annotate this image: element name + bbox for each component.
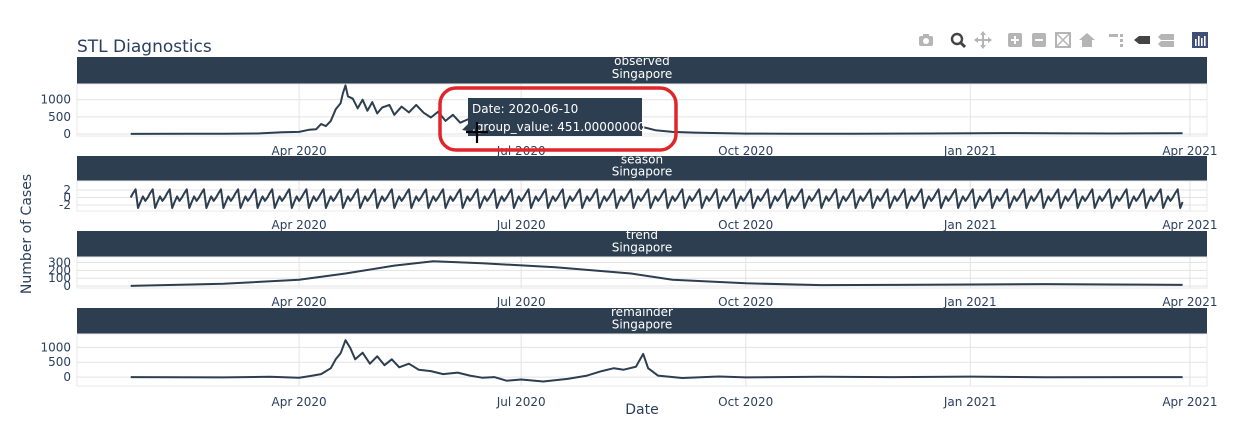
x-tick-label: Jan 2021	[943, 144, 997, 158]
zoom-icon[interactable]	[948, 30, 968, 50]
strip-label-group: Singapore	[612, 165, 673, 179]
facet-strip	[77, 231, 1207, 257]
facet-strip	[77, 308, 1207, 334]
y-tick-label: 2	[63, 183, 71, 197]
hover-date: Date: 2020-06-10	[472, 102, 578, 116]
series-line-observed[interactable]	[130, 84, 1183, 135]
y-tick-label: 0	[63, 279, 71, 293]
zoom-in-icon[interactable]	[1005, 30, 1025, 50]
x-tick-label: Apr 2021	[1162, 395, 1217, 409]
x-tick-label: Apr 2020	[272, 218, 327, 232]
y-tick-label: 500	[48, 355, 71, 369]
x-tick-label: Oct 2020	[718, 218, 773, 232]
x-tick-label: Apr 2021	[1162, 144, 1217, 158]
series-line-trend[interactable]	[130, 260, 1183, 287]
zoom-out-icon[interactable]	[1029, 30, 1049, 50]
y-tick-label: 100	[48, 271, 71, 285]
x-tick-label: Jan 2021	[943, 218, 997, 232]
hover-compare-icon[interactable]	[1156, 30, 1176, 50]
x-tick-label: Jul 2020	[496, 295, 546, 309]
x-tick-label: Jul 2020	[496, 395, 546, 409]
x-tick-label: Oct 2020	[718, 295, 773, 309]
x-tick-label: Apr 2020	[272, 395, 327, 409]
y-axis-title: Number of Cases	[19, 174, 35, 294]
hover-closest-icon[interactable]	[1132, 30, 1152, 50]
x-tick-label: Apr 2021	[1162, 295, 1217, 309]
x-tick-label: Apr 2020	[272, 144, 327, 158]
autoscale-icon[interactable]	[1053, 30, 1073, 50]
x-tick-label: Apr 2021	[1162, 218, 1217, 232]
hover-tooltip-pointer	[462, 124, 468, 131]
strip-label-group: Singapore	[612, 67, 673, 81]
strip-label-component: observed	[614, 54, 670, 68]
spike-lines-icon[interactable]	[1106, 30, 1126, 50]
y-tick-label: 0	[63, 191, 71, 205]
facet-strip	[77, 156, 1207, 181]
hover-value: .group_value: 451.00000000	[472, 120, 645, 134]
y-tick-label: 500	[48, 110, 71, 124]
series-line-remainder[interactable]	[130, 339, 1183, 383]
y-tick-label: 1000	[40, 340, 71, 354]
facet-strip	[77, 57, 1207, 84]
camera-icon[interactable]	[916, 30, 936, 50]
hover-tooltip	[468, 98, 642, 136]
y-tick-label: 200	[48, 263, 71, 277]
x-tick-label: Jul 2020	[496, 218, 546, 232]
panel-background	[76, 333, 1208, 387]
strip-label-group: Singapore	[612, 240, 673, 254]
x-tick-label: Oct 2020	[718, 395, 773, 409]
plotly-logo-icon[interactable]	[1190, 30, 1210, 50]
x-tick-label: Jan 2021	[943, 295, 997, 309]
highlight-annotation	[438, 86, 678, 152]
panel-background	[76, 180, 1208, 212]
y-tick-label: 0	[63, 127, 71, 141]
x-tick-label: Oct 2020	[718, 144, 773, 158]
strip-label-group: Singapore	[612, 317, 673, 331]
x-tick-label: Apr 2020	[272, 295, 327, 309]
strip-label-component: season	[621, 153, 663, 167]
strip-label-component: remainder	[611, 305, 673, 319]
y-tick-label: 0	[63, 370, 71, 384]
pan-icon[interactable]	[973, 30, 993, 50]
series-line-season[interactable]	[129, 188, 1184, 209]
reset-axes-icon[interactable]	[1077, 30, 1097, 50]
x-tick-label: Jan 2021	[943, 395, 997, 409]
y-tick-label: -2	[59, 198, 71, 212]
y-tick-label: 300	[48, 255, 71, 269]
strip-label-component: trend	[626, 228, 658, 242]
y-tick-label: 1000	[40, 93, 71, 107]
chart-title: STL Diagnostics	[77, 37, 212, 57]
x-axis-title: Date	[625, 402, 658, 418]
